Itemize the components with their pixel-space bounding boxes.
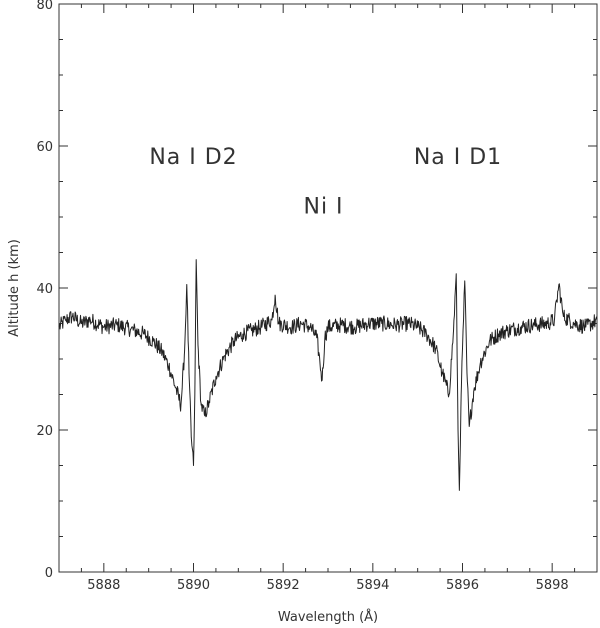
plot-frame	[58, 3, 598, 573]
y-tick-label: 0	[45, 566, 53, 581]
y-tick-label: 80	[36, 0, 53, 13]
y-tick-label: 20	[36, 424, 53, 439]
x-tick-label: 5898	[536, 578, 569, 593]
spectrum-line	[58, 259, 598, 491]
y-axis-label: Altitude h (km)	[7, 239, 22, 337]
line-annotation: Na I D1	[414, 145, 502, 170]
x-axis-label: Wavelength (Å)	[278, 609, 378, 625]
x-tick-label: 5896	[446, 578, 479, 593]
y-tick-label: 40	[36, 282, 53, 297]
x-tick-label: 5894	[356, 578, 389, 593]
x-tick-label: 5892	[267, 578, 300, 593]
y-tick-label: 60	[36, 140, 53, 155]
line-annotation: Ni I	[303, 194, 343, 219]
line-annotation: Na I D2	[149, 145, 237, 170]
x-tick-label: 5888	[87, 578, 120, 593]
x-tick-label: 5890	[177, 578, 210, 593]
